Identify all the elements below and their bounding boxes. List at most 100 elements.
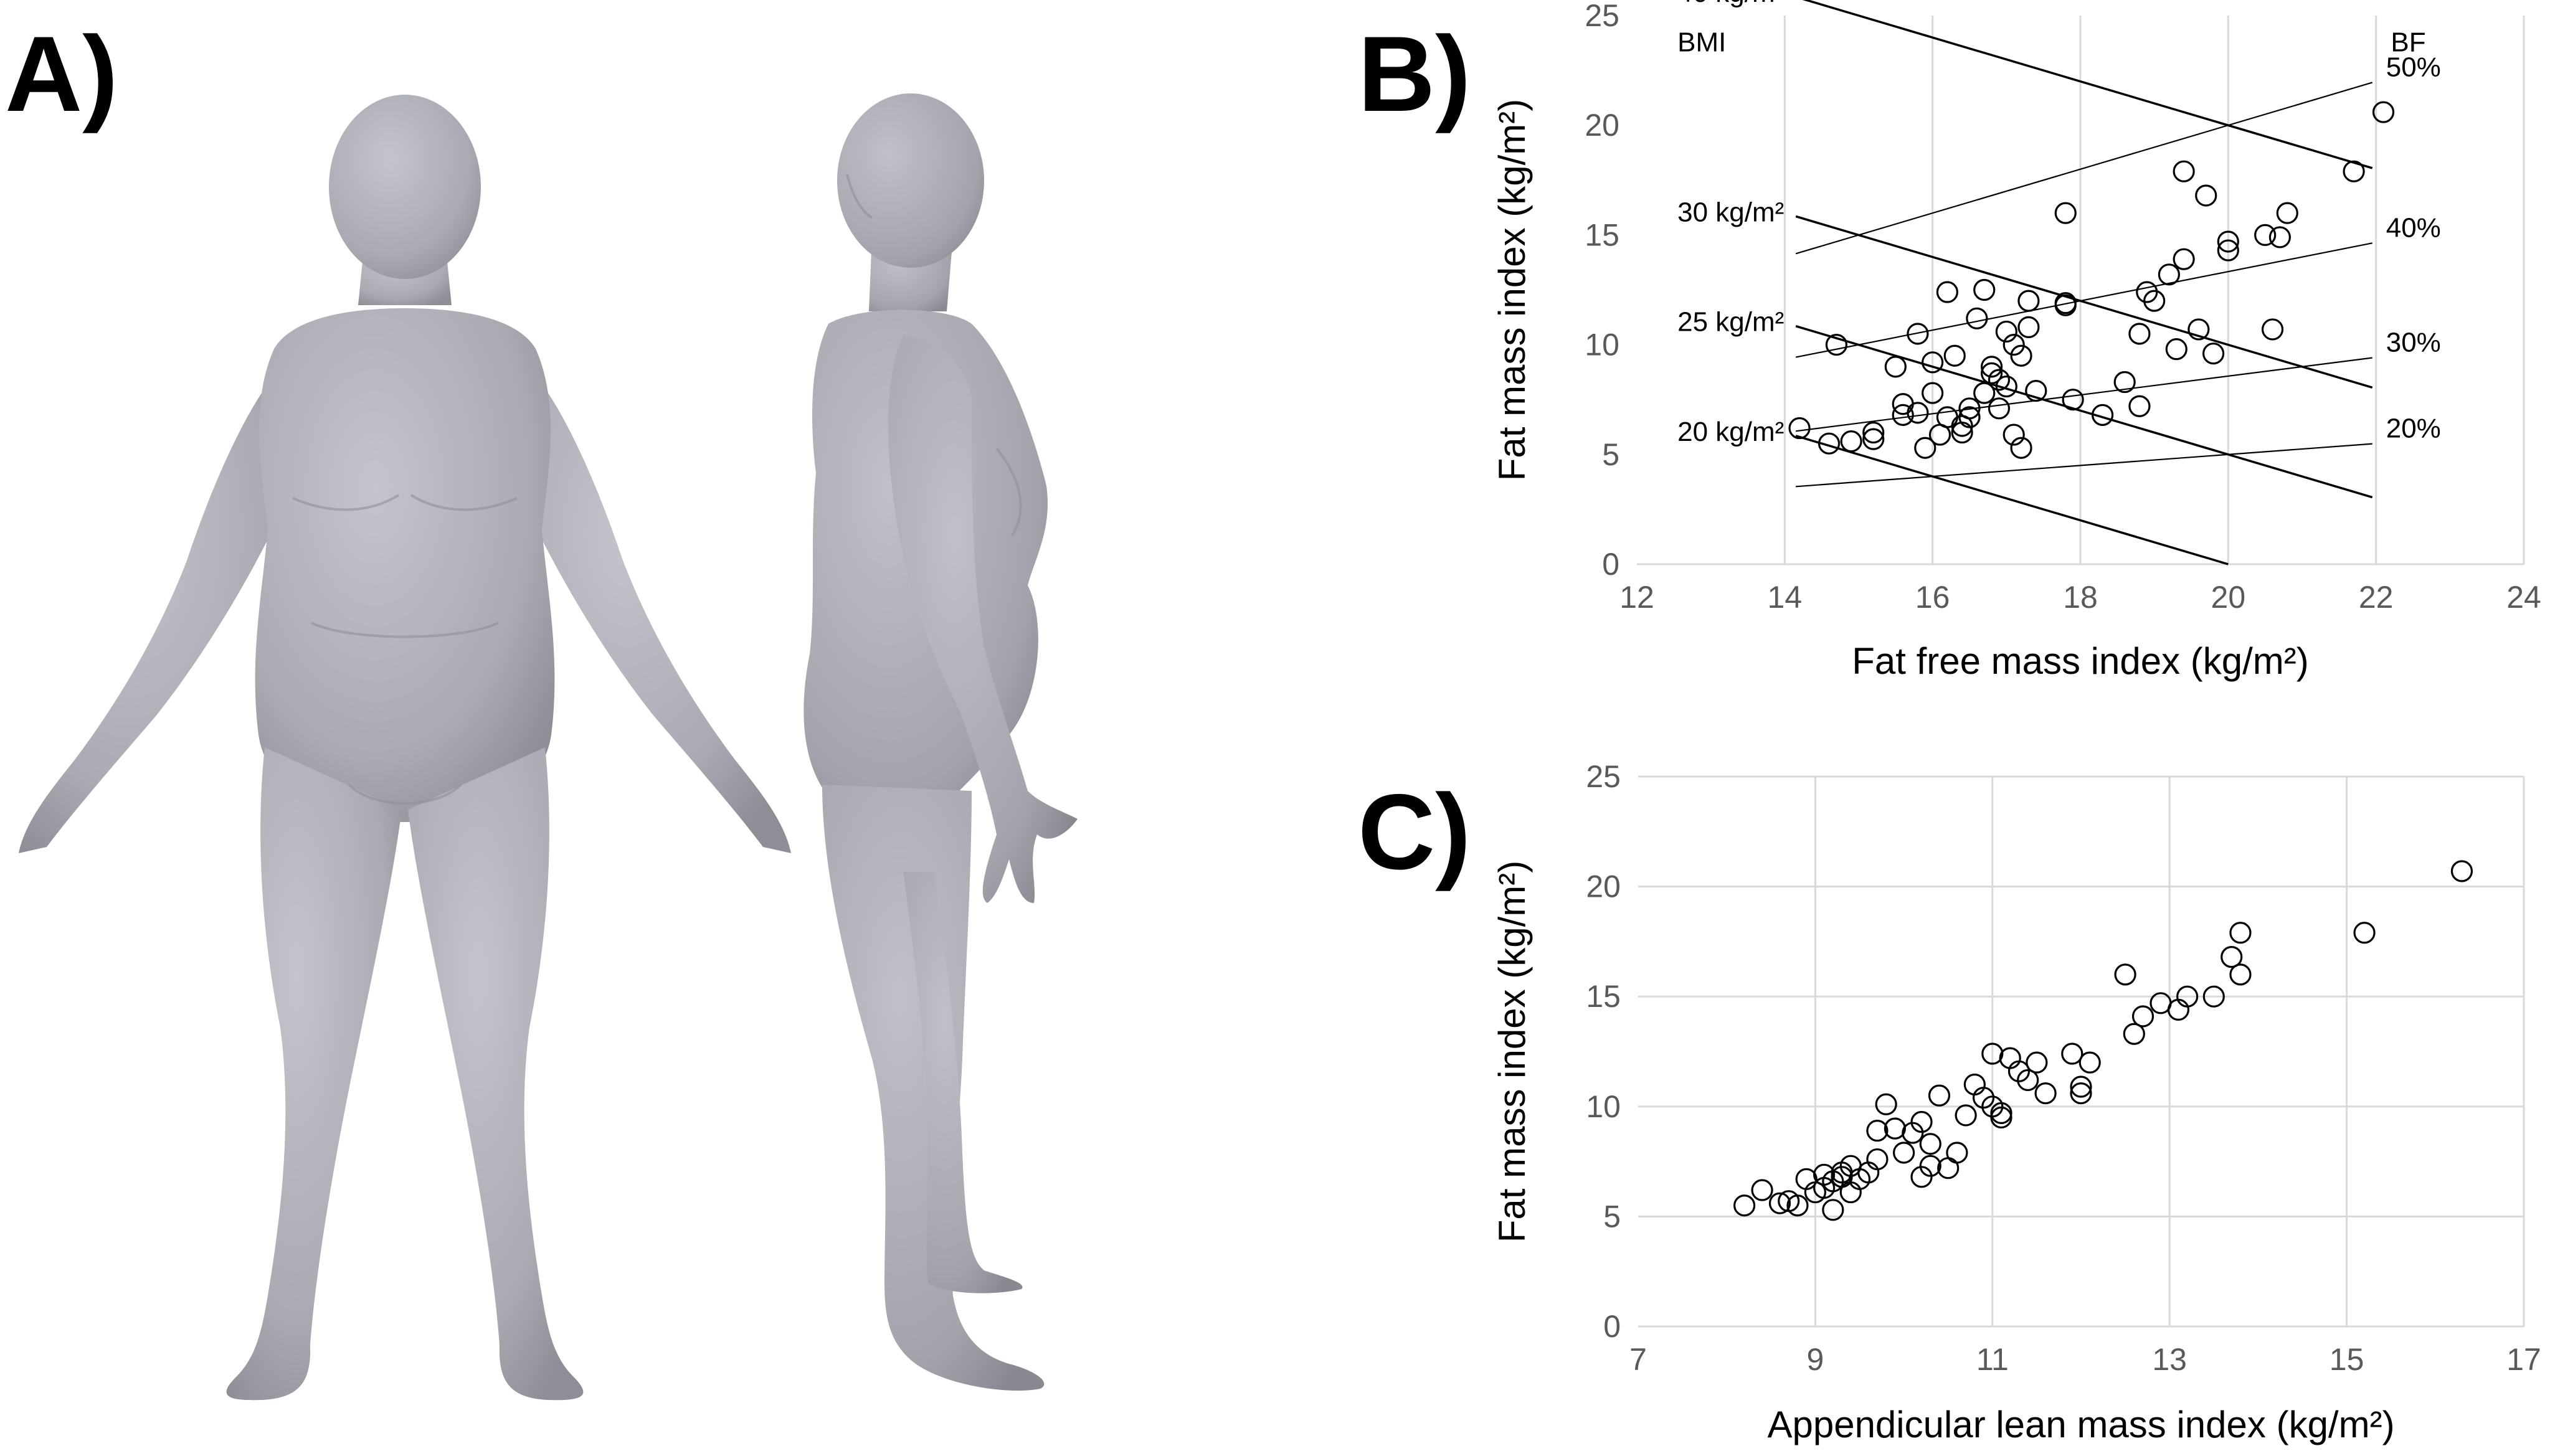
data-point xyxy=(2017,316,2040,339)
data-point xyxy=(1884,1117,1906,1140)
x-tick-label: 13 xyxy=(2152,1342,2187,1377)
bmi-header: BMI xyxy=(1677,27,1726,57)
data-point xyxy=(2026,1051,2048,1074)
data-point xyxy=(1919,1133,1941,1155)
data-point xyxy=(2202,343,2225,365)
data-point xyxy=(2173,160,2195,182)
data-point xyxy=(1981,362,2003,385)
data-point xyxy=(2165,338,2187,361)
x-tick-label: 9 xyxy=(1806,1342,1824,1377)
x-tick-label: 22 xyxy=(2359,580,2394,615)
data-point xyxy=(1946,1142,1968,1164)
y-tick-label: 5 xyxy=(1602,437,1619,472)
data-point xyxy=(2261,318,2284,341)
y-tick-label: 15 xyxy=(1585,217,1619,252)
bf-line-label: 50% xyxy=(2386,52,2441,82)
body-side-shading xyxy=(846,174,1022,537)
data-point xyxy=(1914,437,1936,459)
data-point xyxy=(2229,963,2252,986)
body-front-shading xyxy=(292,494,518,805)
data-point xyxy=(2229,922,2252,944)
data-point xyxy=(2353,922,2376,944)
data-point xyxy=(2195,184,2217,207)
data-point xyxy=(1866,1148,1889,1171)
data-point xyxy=(1990,1102,2012,1124)
data-point xyxy=(1958,397,1981,420)
data-point xyxy=(1768,1192,1791,1214)
x-axis-title: Fat free mass index (kg/m²) xyxy=(1852,640,2309,682)
data-point xyxy=(2017,290,2040,312)
bmi-line xyxy=(1795,215,2373,389)
x-tick-label: 11 xyxy=(1976,1342,2009,1377)
y-axis-title: Fat mass index (kg/m²) xyxy=(1491,99,1533,481)
panel-a-label: A) xyxy=(5,14,118,134)
data-point xyxy=(1981,356,2003,378)
data-point xyxy=(1822,1199,1844,1221)
data-point xyxy=(1786,1194,1809,1217)
data-point xyxy=(2217,239,2239,262)
data-point xyxy=(1862,428,1885,450)
y-tick-label: 15 xyxy=(1586,979,1621,1014)
data-point xyxy=(2034,1082,2057,1105)
data-point xyxy=(1892,393,1914,415)
bf-line-label: 40% xyxy=(2386,212,2441,243)
data-point xyxy=(1893,1142,1915,1164)
y-tick-label: 10 xyxy=(1585,328,1619,362)
panel-c-label: C) xyxy=(1358,772,1471,892)
data-point xyxy=(1840,430,1862,453)
data-point xyxy=(2114,963,2136,986)
bmi-line xyxy=(1795,435,2229,565)
data-point xyxy=(2062,389,2084,411)
data-point xyxy=(2003,423,2025,446)
data-point xyxy=(2254,224,2277,246)
data-point xyxy=(2092,404,2114,426)
x-tick-label: 14 xyxy=(1768,580,1803,615)
data-point xyxy=(1862,421,1885,444)
y-tick-label: 25 xyxy=(1585,0,1619,33)
bmi-line-label: 25 kg/m² xyxy=(1677,307,1784,338)
data-point xyxy=(1875,1093,1897,1115)
data-point xyxy=(1788,417,1811,440)
x-axis-title: Appendicular lean mass index (kg/m²) xyxy=(1767,1404,2394,1445)
data-point xyxy=(1751,1179,1773,1201)
data-point xyxy=(1936,281,1958,303)
y-tick-label: 5 xyxy=(1603,1199,1621,1234)
data-point xyxy=(2010,344,2032,367)
data-point xyxy=(2123,1023,2145,1045)
bf-line xyxy=(1796,443,2372,488)
data-point xyxy=(2268,226,2291,248)
x-tick-label: 18 xyxy=(2063,580,2098,615)
body-side-figure xyxy=(803,93,1078,1391)
bf-line-label: 30% xyxy=(2386,327,2441,357)
bf-header: BF xyxy=(2391,27,2425,57)
x-tick-label: 16 xyxy=(1915,580,1950,615)
data-point xyxy=(1866,1120,1889,1142)
chart-b: 12 14 16 18 20 22 24 0 5 10 15 20 25 Fat free mass in… xyxy=(1491,0,2541,682)
body-front-figure xyxy=(19,95,791,1401)
y-tick-label: 10 xyxy=(1586,1089,1621,1124)
data-point xyxy=(2113,371,2136,394)
data-point xyxy=(2343,160,2365,182)
data-point xyxy=(2003,333,2025,356)
y-tick-label: 25 xyxy=(1586,759,1621,794)
x-tick-label: 7 xyxy=(1629,1342,1647,1377)
data-point xyxy=(1902,1122,1924,1144)
data-point xyxy=(1988,397,2011,420)
data-point xyxy=(1825,333,1847,356)
data-point xyxy=(2070,1082,2092,1105)
bmi-line xyxy=(1802,0,2373,169)
data-point xyxy=(1892,404,1914,426)
bmi-line-label: 30 kg/m² xyxy=(1677,197,1784,227)
data-point xyxy=(2173,248,2195,270)
data-point xyxy=(1907,323,1929,345)
data-point xyxy=(1958,406,1981,428)
data-point xyxy=(1995,320,2017,343)
data-point xyxy=(2221,946,2243,968)
data-point xyxy=(2136,281,2158,303)
data-point xyxy=(2010,437,2032,459)
data-point xyxy=(1966,307,1988,329)
data-point xyxy=(2176,985,2199,1008)
bf-line xyxy=(1795,82,2373,255)
y-tick-label: 0 xyxy=(1602,547,1619,582)
